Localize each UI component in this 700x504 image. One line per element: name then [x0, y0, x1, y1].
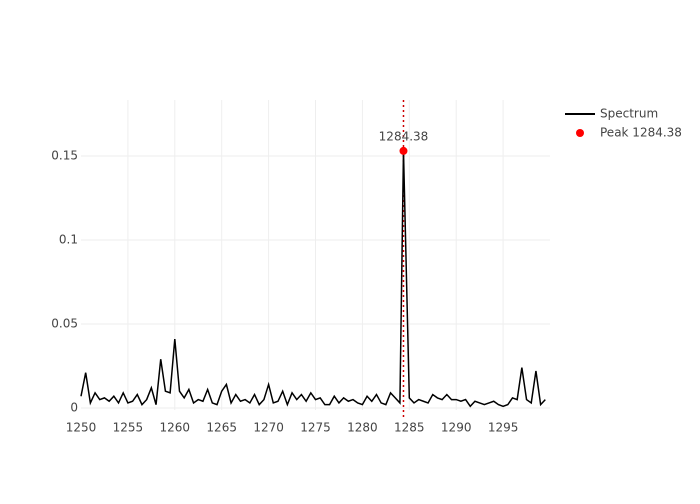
plot-area: 1284.38	[80, 100, 546, 418]
y-tick-label: 0.15	[51, 148, 78, 162]
legend-swatch	[576, 129, 584, 137]
x-tick-label: 1280	[347, 421, 378, 435]
annotation: 1284.38	[379, 129, 429, 143]
legend-label: Spectrum	[600, 107, 658, 121]
x-tick-label: 1275	[300, 421, 331, 435]
legend-label: Peak 1284.38	[600, 126, 682, 140]
x-tick-label: 1285	[394, 421, 425, 435]
x-tick-label: 1270	[253, 421, 284, 435]
legend-item[interactable]: Peak 1284.38	[576, 126, 682, 140]
x-tick-label: 1295	[488, 421, 519, 435]
x-tick-label: 1250	[66, 421, 97, 435]
x-tick-label: 1290	[441, 421, 472, 435]
x-tick-label: 1255	[113, 421, 144, 435]
y-tick-label: 0.1	[59, 232, 78, 246]
legend: Spectrum Peak 1284.38	[565, 107, 682, 140]
grid: 1250 1255 1260 1265 1270 1275 1280 1285 1290 1295…	[51, 100, 550, 435]
legend-item[interactable]: Spectrum	[565, 107, 658, 121]
spectrum-line	[80, 150, 546, 408]
y-tick-label: 0.05	[51, 316, 78, 330]
x-tick-label: 1260	[160, 421, 191, 435]
x-tick-label: 1265	[206, 421, 237, 435]
peak-marker	[399, 146, 408, 155]
y-tick-label: 0	[70, 400, 78, 414]
